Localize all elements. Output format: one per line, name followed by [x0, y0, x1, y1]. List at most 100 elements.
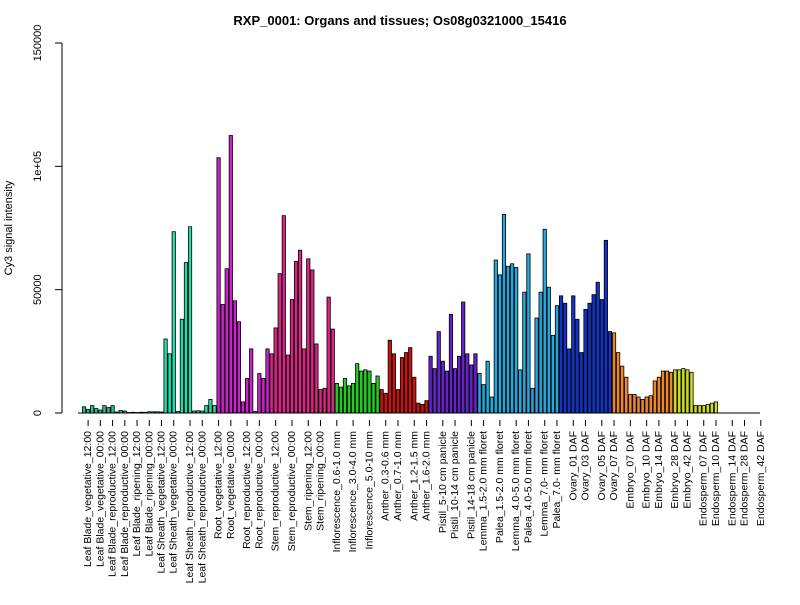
- bar: [282, 216, 285, 413]
- bar: [368, 371, 371, 413]
- x-tick-label: Embryo_28 DAF: [669, 431, 681, 509]
- x-tick-label: Leaf Blade_vegetative_12:00: [82, 431, 94, 567]
- bar: [645, 397, 648, 413]
- bar: [714, 402, 717, 413]
- bar: [274, 328, 277, 413]
- bar: [690, 372, 693, 413]
- chart-title: RXP_0001: Organs and tissues; Os08g03210…: [233, 13, 566, 28]
- x-tick-label: Ovary_07 DAF: [608, 431, 620, 500]
- bar: [404, 353, 407, 413]
- y-axis-label: Cy3 signal intensity: [3, 180, 15, 275]
- bar: [612, 333, 615, 413]
- bar: [205, 406, 208, 413]
- bar: [339, 387, 342, 413]
- bar: [180, 319, 183, 413]
- bar: [523, 292, 526, 413]
- x-tick-label: Embryo_14 DAF: [653, 431, 665, 509]
- bar: [400, 358, 403, 414]
- bar: [233, 301, 236, 413]
- bar: [164, 339, 167, 413]
- bar: [543, 229, 546, 413]
- x-tick-label: Embryo_10 DAF: [641, 431, 653, 509]
- y-tick-label: 1e+05: [32, 151, 44, 182]
- bar: [653, 381, 656, 413]
- bar: [568, 349, 571, 413]
- x-tick-label: Anther_0.7-1.0 mm: [392, 431, 404, 521]
- x-tick-label: Pistil_5-10 cm panicle: [437, 431, 449, 533]
- y-tick-label: 50000: [32, 274, 44, 305]
- bar: [372, 383, 375, 413]
- x-tick-label: Root_vegetative_12:00: [213, 431, 225, 539]
- x-tick-label: Pistil_10-14 cm panicle: [449, 431, 461, 539]
- x-tick-label: Endosperm_07 DAF: [698, 431, 710, 526]
- x-tick-label: Anther_1.2-1.5 mm: [408, 431, 420, 521]
- bar: [319, 390, 322, 413]
- bar: [457, 356, 460, 413]
- bar: [241, 402, 244, 413]
- x-tick-label: Ovary_01 DAF: [567, 431, 579, 500]
- bar: [470, 365, 473, 413]
- bar: [413, 377, 416, 413]
- x-tick-label: Leaf Sheath_vegetative_00:00: [168, 431, 180, 574]
- bar: [245, 378, 248, 413]
- bars: [82, 136, 717, 414]
- bar: [584, 309, 587, 413]
- bar: [315, 344, 318, 413]
- bar: [498, 275, 501, 413]
- bar: [441, 361, 444, 413]
- bar: [535, 318, 538, 413]
- bar: [588, 303, 591, 413]
- x-tick-label: Inflorescence_0.6-1.0 mm: [331, 431, 343, 553]
- bar: [649, 396, 652, 413]
- x-tick-label: Palea_7.0- mm floret: [551, 431, 563, 529]
- bar: [278, 274, 281, 413]
- bar: [665, 371, 668, 413]
- bar: [188, 227, 191, 413]
- bar: [486, 361, 489, 413]
- bar: [702, 406, 705, 413]
- bar: [555, 306, 558, 413]
- bar: [111, 406, 114, 413]
- bar: [323, 388, 326, 413]
- bar: [494, 260, 497, 413]
- x-tick-label: Leaf Blade_reproductive_00:00: [119, 431, 131, 577]
- bar: [637, 397, 640, 413]
- bar: [519, 370, 522, 413]
- x-tick-label: Ovary_05 DAF: [596, 431, 608, 500]
- x-tick-label: Stem_reproductive_12:00: [270, 431, 282, 551]
- bar: [307, 259, 310, 413]
- bar: [547, 287, 550, 413]
- bar: [608, 332, 611, 413]
- bar: [86, 409, 89, 413]
- bar: [694, 406, 697, 413]
- bar: [576, 319, 579, 413]
- bar: [698, 406, 701, 413]
- x-tick-label: Leaf Blade_vegetative_00:00: [94, 431, 106, 567]
- bar: [596, 282, 599, 413]
- x-tick-label: Anther_1.6-2.0 mm: [421, 431, 433, 521]
- bar: [392, 354, 395, 413]
- bar: [478, 374, 481, 413]
- x-tick-label: Lemma_4.0-5.0 mm floret: [510, 431, 522, 551]
- bar: [298, 250, 301, 413]
- x-tick-label: Root_reproductive_00:00: [253, 431, 265, 549]
- bar: [466, 354, 469, 413]
- bar: [674, 370, 677, 413]
- x-tick-label: Pistil_14-18 cm panicle: [465, 431, 477, 539]
- bar: [209, 399, 212, 413]
- x-tick-label: Leaf Sheath_vegetative_12:00: [156, 431, 168, 574]
- bar: [335, 383, 338, 413]
- bar: [539, 292, 542, 413]
- bar: [433, 369, 436, 413]
- bar: [380, 390, 383, 413]
- bar: [686, 370, 689, 413]
- x-tick-label: Palea_4.0-5.0 mm floret: [522, 431, 534, 543]
- x-tick-label: Embryo_42 DAF: [681, 431, 693, 509]
- bar: [396, 390, 399, 413]
- bar: [266, 349, 269, 413]
- bar: [629, 395, 632, 414]
- bar: [706, 404, 709, 413]
- bar: [286, 355, 289, 413]
